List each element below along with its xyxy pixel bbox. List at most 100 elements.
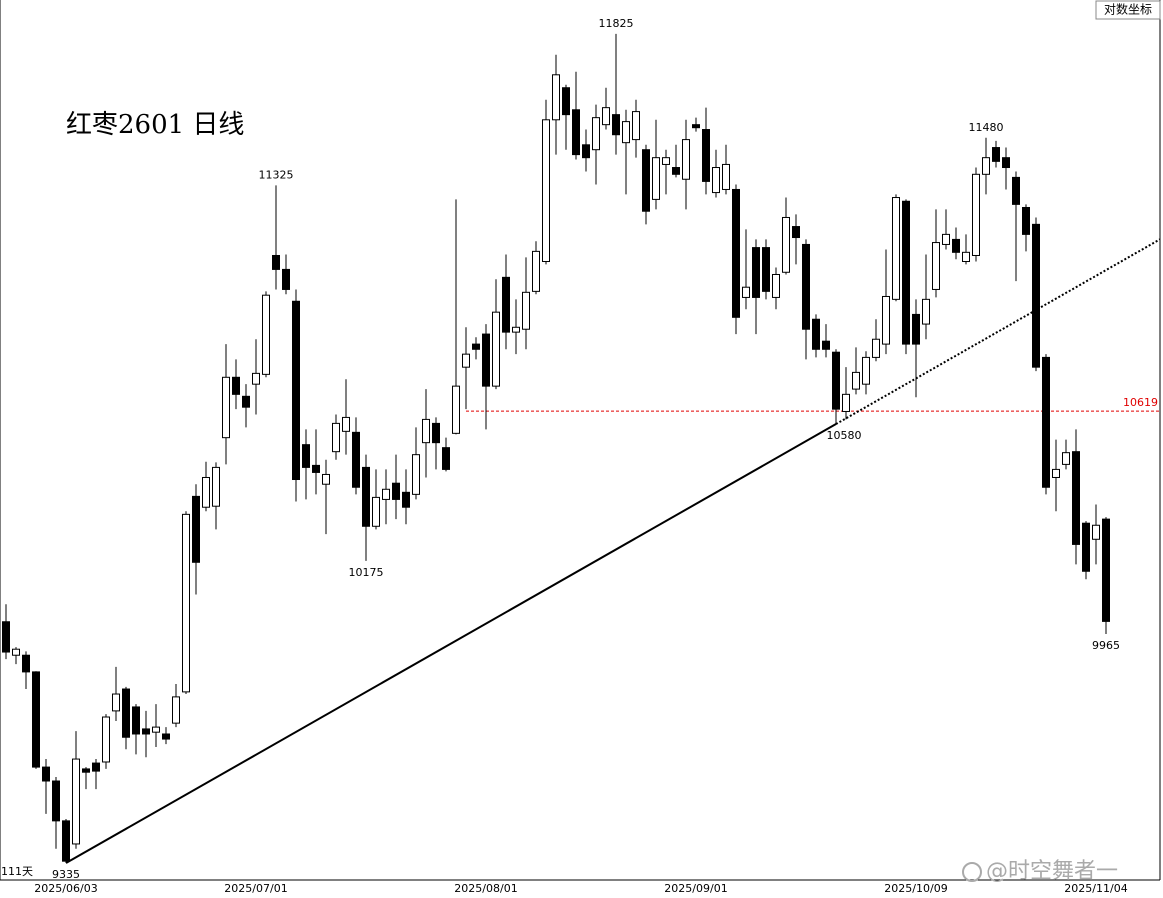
candle-body: [822, 340, 830, 350]
candle-body: [562, 87, 570, 116]
candle-body: [802, 243, 810, 330]
candle-body: [782, 216, 790, 273]
candle-body: [1002, 157, 1010, 169]
candle-body: [102, 716, 110, 763]
candle-body: [772, 273, 780, 298]
candle-body: [332, 422, 340, 453]
candle-body: [402, 491, 410, 508]
candle-body: [1102, 518, 1110, 622]
candle-body: [62, 820, 70, 862]
candle-body: [952, 238, 960, 253]
candle-body: [322, 473, 330, 485]
high-label: 11325: [259, 168, 294, 181]
candle-body: [702, 129, 710, 182]
candle-body: [982, 157, 990, 175]
candle-body: [842, 393, 850, 412]
candle-body: [312, 464, 320, 473]
high-label: 11825: [599, 17, 634, 30]
candle-body: [852, 371, 860, 390]
low-label: 10175: [349, 566, 384, 579]
candle-body: [22, 654, 30, 673]
candle-body: [212, 466, 220, 507]
candle-body: [722, 163, 730, 190]
candle-body: [52, 780, 60, 822]
candle-body: [1012, 176, 1020, 205]
candle-body: [472, 343, 480, 350]
candle-body: [82, 768, 90, 773]
candle-body: [1072, 451, 1080, 545]
watermark: @时空舞者一: [986, 859, 1118, 884]
candle-body: [492, 311, 500, 387]
low-label: 10580: [827, 429, 862, 442]
candle-body: [122, 688, 130, 738]
x-tick-label: 2025/11/04: [1064, 882, 1127, 895]
scale-button-label[interactable]: 对数坐标: [1104, 2, 1152, 17]
candle-body: [192, 495, 200, 563]
candle-body: [682, 139, 690, 180]
candle-body: [362, 466, 370, 527]
candle-body: [692, 124, 700, 129]
candle-body: [342, 416, 350, 432]
candle-body: [1052, 468, 1060, 478]
candle-body: [552, 74, 560, 121]
candle-body: [252, 372, 260, 385]
candle-body: [512, 326, 520, 333]
candle-body: [1022, 206, 1030, 235]
candle-body: [892, 197, 900, 300]
candle-body: [132, 706, 140, 735]
candle-body: [572, 109, 580, 156]
candle-body: [482, 333, 490, 387]
candle-body: [222, 376, 230, 439]
candle-body: [302, 444, 310, 468]
candle-body: [282, 268, 290, 290]
candle-body: [582, 144, 590, 159]
candle-body: [612, 114, 620, 136]
candle-body: [812, 318, 820, 350]
candle-body: [622, 121, 630, 144]
candle-body: [922, 298, 930, 325]
candle-body: [382, 488, 390, 500]
candle-body: [742, 286, 750, 298]
candle-body: [12, 648, 20, 656]
candle-body: [242, 395, 250, 408]
candle-body: [412, 454, 420, 495]
low-label: 9965: [1092, 639, 1120, 652]
candle-body: [142, 728, 150, 735]
candle-body: [452, 385, 460, 434]
candle-body: [762, 247, 770, 292]
candle-body: [532, 250, 540, 292]
candle-body: [752, 247, 760, 298]
x-tick-label: 2025/06/03: [34, 882, 97, 895]
candle-body: [262, 294, 270, 375]
chart-title: 红枣2601 日线: [66, 110, 244, 140]
candle-body: [42, 766, 50, 782]
scale-button[interactable]: [1095, 0, 1161, 20]
candle-body: [112, 693, 120, 712]
candle-body: [662, 157, 670, 165]
candle-body: [912, 313, 920, 345]
candle-body: [1042, 356, 1050, 488]
candle-body: [542, 119, 550, 262]
candle-body: [712, 167, 720, 194]
candle-body: [652, 157, 660, 200]
candle-body: [272, 254, 280, 270]
candle-body: [372, 496, 380, 527]
candle-body: [522, 291, 530, 330]
candle-body: [352, 431, 360, 488]
candle-body: [962, 251, 970, 262]
candle-body: [152, 726, 160, 733]
candle-body: [792, 226, 800, 239]
candle-body: [602, 107, 610, 126]
trend-line: [65, 423, 837, 864]
candle-body: [732, 188, 740, 318]
candle-body: [72, 758, 80, 845]
day-count: 111天: [1, 865, 33, 878]
candle-body: [422, 418, 430, 444]
candle-body: [832, 351, 840, 410]
candle-body: [942, 233, 950, 245]
candle-body: [992, 147, 1000, 162]
candle-body: [202, 476, 210, 508]
candle-body: [642, 149, 650, 212]
candle-body: [462, 353, 470, 368]
